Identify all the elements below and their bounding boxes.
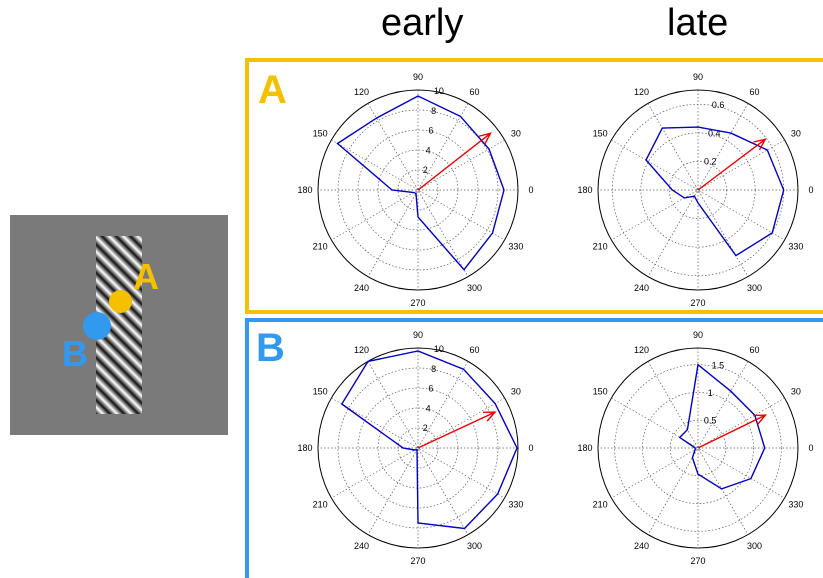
- angle-label: 330: [508, 242, 523, 252]
- angle-label: 120: [354, 87, 369, 97]
- angle-label: 180: [297, 443, 312, 453]
- tuning-curve: [645, 126, 785, 257]
- angle-label: 240: [354, 541, 369, 551]
- angle-label: 30: [791, 387, 801, 397]
- angle-label: 330: [508, 500, 523, 510]
- angle-label: 90: [413, 72, 423, 82]
- vector-arrow-head: [483, 411, 497, 422]
- radius-label: 4: [426, 145, 431, 155]
- angle-label: 300: [747, 541, 762, 551]
- radius-label: 4: [426, 403, 431, 413]
- polar-plot-a-late: 0 30 60 90 120 150 180 210 240 270 300 330 0.2 0.4 0.6: [577, 72, 813, 308]
- angle-label: 270: [690, 298, 705, 308]
- angle-label: 0: [528, 185, 533, 195]
- panel-b-label: B: [256, 326, 285, 370]
- angle-label: 90: [693, 72, 703, 82]
- radius-label: 2: [423, 165, 428, 175]
- radius-label: 0.2: [704, 157, 717, 167]
- polar-plot-b-late: 0 30 60 90 120 150 180 210 240 270 300 330 0.5 1 1.5: [577, 330, 813, 566]
- radius-label: 2: [423, 423, 428, 433]
- radius-label: 10: [434, 86, 444, 96]
- radius-label: 8: [431, 106, 436, 116]
- angle-label: 90: [413, 330, 423, 340]
- angle-label: 210: [593, 242, 608, 252]
- stimulus-point-a: [109, 290, 132, 313]
- angle-label: 150: [593, 387, 608, 397]
- radius-label: 1.5: [712, 360, 725, 370]
- angle-label: 180: [577, 185, 592, 195]
- angle-label: 240: [354, 283, 369, 293]
- angle-label: 210: [593, 500, 608, 510]
- angle-label: 300: [747, 283, 762, 293]
- angle-label: 30: [791, 129, 801, 139]
- vector-arrow-shaft: [697, 138, 766, 191]
- panel-a-frame: [245, 58, 823, 314]
- angle-label: 150: [593, 129, 608, 139]
- angle-label: 150: [313, 129, 328, 139]
- tuning-curve: [678, 363, 766, 490]
- angle-label: 0: [808, 185, 813, 195]
- radius-label: 8: [431, 364, 436, 374]
- vector-arrow-head: [478, 132, 492, 145]
- angle-label: 0: [808, 443, 813, 453]
- grid-circle: [337, 109, 499, 271]
- angle-label: 180: [297, 185, 312, 195]
- tuning-curve: [340, 350, 518, 530]
- angle-label: 30: [511, 387, 521, 397]
- polar-plot-a-early: 0 30 60 90 120 150 180 210 240 270 300 330 2 4 6 8 10: [297, 72, 533, 308]
- angle-label: 300: [467, 283, 482, 293]
- angle-label: 270: [410, 556, 425, 566]
- radius-label: 6: [428, 384, 433, 394]
- angle-label: 30: [511, 129, 521, 139]
- angle-label: 120: [634, 345, 649, 355]
- column-title-early: early: [381, 2, 464, 44]
- polar-plot-b-early: 0 30 60 90 120 150 180 210 240 270 300 330 2 4 6 8 10: [297, 330, 533, 566]
- stimulus-label-b: B: [62, 333, 88, 374]
- vector-arrow-shaft: [417, 411, 496, 449]
- grid-circle: [642, 392, 754, 504]
- angle-label: 150: [313, 387, 328, 397]
- angle-label: 60: [749, 87, 759, 97]
- radius-label: 1: [708, 388, 713, 398]
- stimulus-point-b: [83, 312, 111, 340]
- panel-a-label: A: [258, 68, 287, 112]
- angle-label: 270: [410, 298, 425, 308]
- angle-label: 60: [469, 87, 479, 97]
- angle-label: 210: [313, 500, 328, 510]
- angle-label: 180: [577, 443, 592, 453]
- vector-arrow-shaft: [417, 132, 491, 191]
- angle-label: 120: [634, 87, 649, 97]
- vector-arrow-shaft: [697, 414, 766, 449]
- vector-arrow-head: [753, 138, 767, 151]
- grid-circle: [397, 427, 439, 469]
- radius-label: 6: [428, 126, 433, 136]
- angle-label: 60: [469, 345, 479, 355]
- radius-label: 0.5: [704, 415, 717, 425]
- grid-circle: [397, 169, 439, 211]
- angle-label: 0: [528, 443, 533, 453]
- column-title-late: late: [667, 2, 729, 44]
- angle-label: 60: [749, 345, 759, 355]
- angle-label: 330: [788, 500, 803, 510]
- stimulus-label-a: A: [133, 256, 159, 297]
- radius-label: 0.4: [708, 128, 721, 138]
- angle-label: 300: [467, 541, 482, 551]
- angle-label: 270: [690, 556, 705, 566]
- angle-label: 240: [634, 283, 649, 293]
- angle-label: 120: [354, 345, 369, 355]
- panel-b-frame: [245, 318, 823, 578]
- angle-label: 90: [693, 330, 703, 340]
- tuning-curve: [336, 95, 505, 271]
- angle-label: 210: [313, 242, 328, 252]
- grid-circle: [669, 419, 727, 477]
- grid-circle: [337, 367, 499, 529]
- radius-label: 10: [434, 344, 444, 354]
- vector-arrow-head: [753, 414, 767, 425]
- angle-label: 240: [634, 541, 649, 551]
- angle-label: 330: [788, 242, 803, 252]
- radius-label: 0.6: [712, 100, 725, 110]
